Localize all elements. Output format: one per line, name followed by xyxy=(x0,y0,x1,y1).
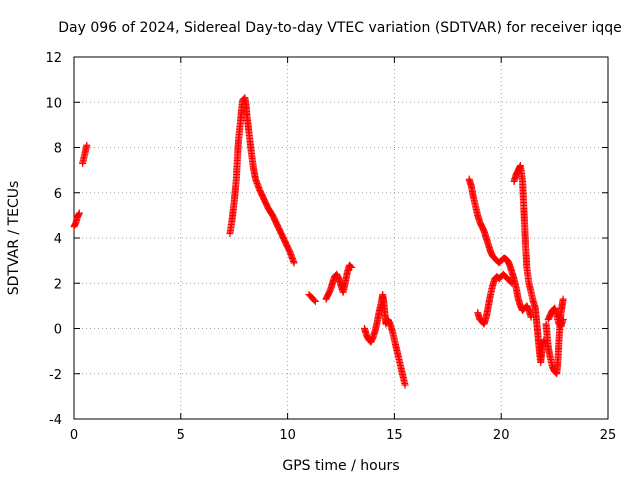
y-tick-label: 4 xyxy=(54,232,62,247)
y-tick-label: -2 xyxy=(49,368,62,383)
x-tick-label: 20 xyxy=(493,428,510,443)
data-point xyxy=(508,279,516,287)
data-point xyxy=(83,141,91,149)
data-point xyxy=(310,296,318,304)
data-points xyxy=(70,94,567,389)
data-point xyxy=(290,259,298,267)
y-tick-label: 8 xyxy=(54,142,62,157)
x-tick-label: 5 xyxy=(177,428,185,443)
data-point xyxy=(559,295,567,303)
y-tick-label: 2 xyxy=(54,277,62,292)
data-point xyxy=(507,278,515,286)
x-axis-label: GPS time / hours xyxy=(282,458,399,474)
data-point xyxy=(401,381,409,389)
data-point xyxy=(75,209,83,217)
x-tick-labels: 0 5 10 15 20 25 xyxy=(70,428,616,443)
data-point xyxy=(311,297,319,305)
y-axis-label: SDTVAR / TECUs xyxy=(6,181,22,296)
axis-ticks xyxy=(73,56,609,420)
y-tick-label: -4 xyxy=(49,413,62,428)
chart-title: Day 096 of 2024, Sidereal Day-to-day VTE… xyxy=(58,20,622,36)
y-tick-label: 6 xyxy=(54,187,62,202)
data-point xyxy=(347,262,355,270)
data-point xyxy=(348,263,356,271)
x-tick-label: 10 xyxy=(279,428,296,443)
x-tick-label: 15 xyxy=(386,428,403,443)
y-tick-label: 0 xyxy=(54,323,62,338)
y-tick-label: 10 xyxy=(45,96,62,111)
y-tick-labels: -4 -2 0 2 4 6 8 10 12 xyxy=(45,51,62,428)
grid xyxy=(74,57,608,419)
y-tick-label: 12 xyxy=(45,51,62,66)
x-tick-label: 25 xyxy=(600,428,617,443)
data-point xyxy=(559,315,567,323)
x-tick-label: 0 xyxy=(70,428,78,443)
